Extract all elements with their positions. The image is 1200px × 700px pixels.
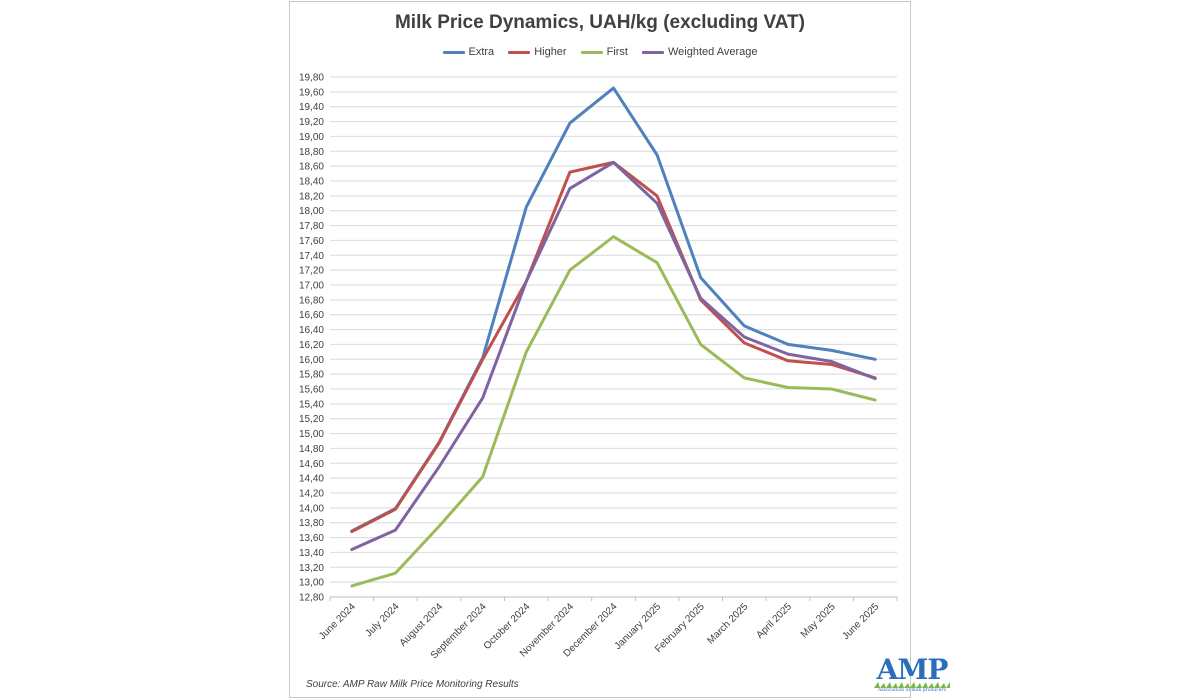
y-tick-label: 17,60 xyxy=(299,236,324,247)
legend-swatch-weighted-average xyxy=(641,50,664,54)
legend-swatch-higher xyxy=(508,50,531,54)
y-tick-label: 19,80 xyxy=(299,73,324,84)
x-tick-label: March 2025 xyxy=(705,601,750,646)
y-tick-label: 16,80 xyxy=(299,295,324,306)
series-line-first xyxy=(350,235,877,588)
y-tick-label: 14,40 xyxy=(299,474,324,485)
y-tick-label: 15,60 xyxy=(299,385,324,396)
x-tick-label: June 2025 xyxy=(841,601,882,642)
y-tick-label: 13,60 xyxy=(299,533,324,544)
y-tick-label: 17,80 xyxy=(299,221,324,232)
logo-tagline: Association of milk producers xyxy=(878,688,946,693)
y-tick-label: 19,20 xyxy=(299,117,324,128)
chart-title: Milk Price Dynamics, UAH/kg (excluding V… xyxy=(394,12,805,33)
y-tick-label: 16,60 xyxy=(299,310,324,321)
series-line-extra xyxy=(350,86,877,533)
logo-grass-icon xyxy=(874,682,950,688)
series-line-weighted-average xyxy=(350,160,877,551)
y-tick-label: 12,80 xyxy=(299,593,324,604)
y-tick-label: 13,40 xyxy=(299,548,324,559)
y-tick-label: 13,20 xyxy=(299,563,324,574)
logo-text: AMP xyxy=(876,653,949,686)
y-tick-label: 18,60 xyxy=(299,162,324,173)
y-tick-label: 16,20 xyxy=(299,340,324,351)
y-tick-label: 14,20 xyxy=(299,489,324,500)
y-tick-label: 15,40 xyxy=(299,399,324,410)
y-tick-label: 16,40 xyxy=(299,325,324,336)
y-tick-label: 14,00 xyxy=(299,503,324,514)
x-tick-label: June 2024 xyxy=(317,601,358,642)
legend-swatch-extra xyxy=(442,50,465,54)
amp-logo: AMP Association of milk producers xyxy=(866,654,958,698)
x-tick-label: August 2024 xyxy=(398,601,446,649)
y-tick-label: 19,40 xyxy=(299,102,324,113)
y-tick-label: 14,80 xyxy=(299,444,324,455)
y-tick-label: 14,60 xyxy=(299,459,324,470)
legend-label-higher: Higher xyxy=(534,46,567,58)
y-tick-label: 13,00 xyxy=(299,578,324,589)
x-tick-label: May 2025 xyxy=(799,601,838,640)
y-tick-label: 18,20 xyxy=(299,191,324,202)
legend-item-extra: Extra xyxy=(442,46,495,58)
y-tick-label: 13,80 xyxy=(299,518,324,529)
x-tick-label: July 2024 xyxy=(363,601,401,639)
y-tick-label: 17,00 xyxy=(299,281,324,292)
y-tick-label: 18,80 xyxy=(299,147,324,158)
x-tick-label: April 2025 xyxy=(754,601,794,641)
legend-label-extra: Extra xyxy=(468,46,495,58)
legend-label-weighted-average: Weighted Average xyxy=(667,46,758,58)
legend-item-higher: Higher xyxy=(508,46,567,58)
y-tick-label: 18,40 xyxy=(299,177,324,188)
y-tick-label: 15,20 xyxy=(299,414,324,425)
y-tick-label: 15,00 xyxy=(299,429,324,440)
y-tick-label: 18,00 xyxy=(299,206,324,217)
source-note: Source: AMP Raw Milk Price Monitoring Re… xyxy=(306,679,519,690)
legend-item-weighted-average: Weighted Average xyxy=(641,46,758,58)
y-tick-label: 17,20 xyxy=(299,266,324,277)
legend-label-first: First xyxy=(606,46,628,58)
legend-item-first: First xyxy=(580,46,628,58)
y-tick-label: 19,60 xyxy=(299,87,324,98)
y-tick-label: 19,00 xyxy=(299,132,324,143)
chart-legend: Extra Higher First Weighted Average xyxy=(289,46,911,58)
y-tick-label: 15,80 xyxy=(299,370,324,381)
y-tick-label: 16,00 xyxy=(299,355,324,366)
y-tick-label: 17,40 xyxy=(299,251,324,262)
legend-swatch-first xyxy=(580,50,603,54)
